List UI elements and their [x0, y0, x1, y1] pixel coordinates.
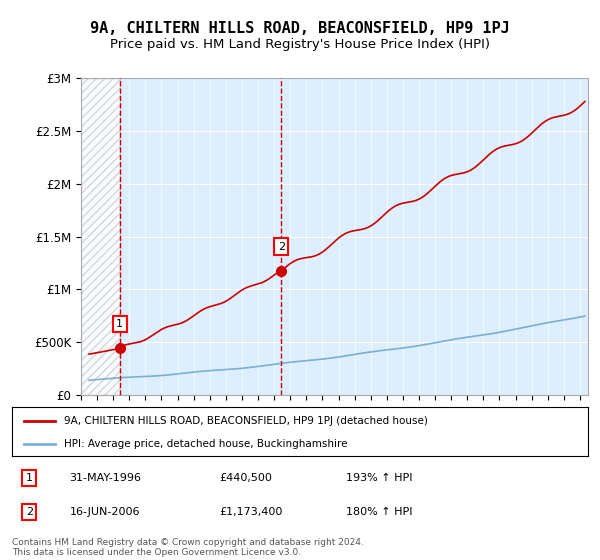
- Text: £440,500: £440,500: [220, 473, 272, 483]
- Text: 9A, CHILTERN HILLS ROAD, BEACONSFIELD, HP9 1PJ (detached house): 9A, CHILTERN HILLS ROAD, BEACONSFIELD, H…: [64, 416, 428, 426]
- Text: HPI: Average price, detached house, Buckinghamshire: HPI: Average price, detached house, Buck…: [64, 439, 347, 449]
- Text: 193% ↑ HPI: 193% ↑ HPI: [346, 473, 413, 483]
- Text: Contains HM Land Registry data © Crown copyright and database right 2024.
This d: Contains HM Land Registry data © Crown c…: [12, 538, 364, 557]
- Bar: [81, 78, 120, 395]
- Text: 31-MAY-1996: 31-MAY-1996: [70, 473, 142, 483]
- Text: £1,173,400: £1,173,400: [220, 507, 283, 517]
- Text: 1: 1: [116, 319, 123, 329]
- Text: Price paid vs. HM Land Registry's House Price Index (HPI): Price paid vs. HM Land Registry's House …: [110, 38, 490, 51]
- Text: 2: 2: [26, 507, 33, 517]
- Text: 9A, CHILTERN HILLS ROAD, BEACONSFIELD, HP9 1PJ: 9A, CHILTERN HILLS ROAD, BEACONSFIELD, H…: [90, 21, 510, 36]
- Text: 1: 1: [26, 473, 33, 483]
- Text: 180% ↑ HPI: 180% ↑ HPI: [346, 507, 413, 517]
- Text: 2: 2: [278, 242, 285, 252]
- Text: 16-JUN-2006: 16-JUN-2006: [70, 507, 140, 517]
